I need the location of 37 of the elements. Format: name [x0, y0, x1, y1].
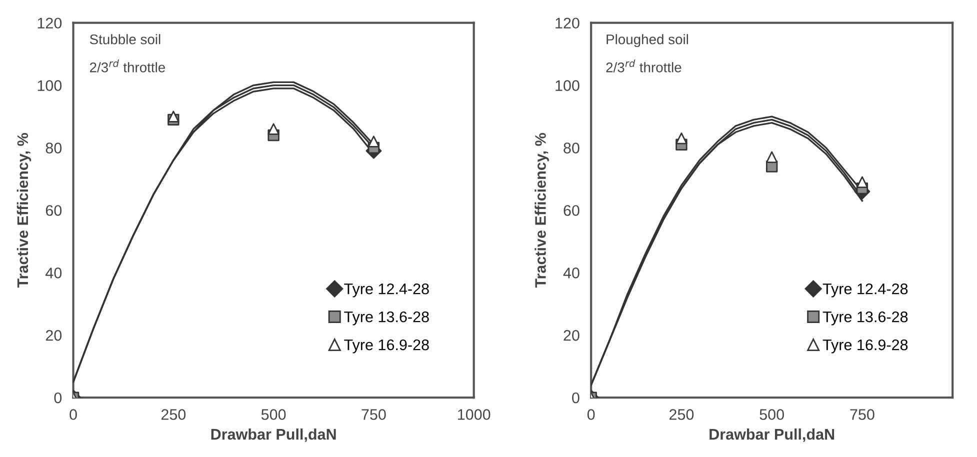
- x-tick-label: 750: [850, 409, 874, 420]
- annotation: Stubble soil: [90, 34, 160, 44]
- y-tick-label: 0: [572, 392, 580, 404]
- x-axis-title: Drawbar Pull,daN: [710, 428, 834, 442]
- y-tick-label: 20: [46, 330, 62, 341]
- annotation: Ploughed soil: [606, 34, 688, 48]
- y-tick-label: 80: [564, 142, 580, 154]
- x-tick-label: 0: [587, 409, 595, 420]
- y-tick-label: 40: [46, 268, 62, 278]
- x-tick-label: 0: [70, 409, 77, 420]
- x-tick-label: 250: [161, 409, 186, 420]
- y-tick-label: 100: [556, 80, 580, 91]
- y-tick-label: 120: [38, 18, 62, 29]
- x-tick-label: 500: [760, 409, 784, 420]
- y-tick-label: 40: [563, 268, 580, 278]
- legend-label: Tyre 16.9-28: [344, 339, 429, 354]
- legend-label: Tyre 12.4-28: [344, 283, 429, 298]
- y-tick-label: 80: [46, 142, 62, 154]
- y-axis-title: Tractive Efficiency, %: [534, 133, 549, 288]
- x-tick-label: 1000: [458, 409, 490, 420]
- y-tick-label: 20: [564, 330, 580, 341]
- legend-label: Tyre 12.4-28: [822, 283, 908, 298]
- y-tick-label: 120: [556, 18, 580, 29]
- annotation: 2/3$^{rd}$ throttle: [90, 59, 165, 72]
- y-tick-label: 60: [46, 205, 62, 216]
- y-tick-label: 0: [54, 392, 62, 404]
- x-tick-label: 250: [669, 409, 694, 420]
- y-tick-label: 60: [564, 205, 580, 216]
- legend-label: Tyre 13.6-28: [344, 311, 429, 326]
- x-axis-title: Drawbar Pull,daN: [211, 428, 336, 442]
- annotation: 2/3$^{rd}$ throttle: [606, 59, 682, 72]
- x-tick-label: 500: [261, 409, 286, 420]
- y-tick-label: 100: [38, 80, 62, 91]
- legend-label: Tyre 16.9-28: [822, 339, 908, 354]
- x-tick-label: 750: [362, 409, 386, 420]
- y-axis-title: Tractive Efficiency, %: [16, 133, 32, 288]
- legend-label: Tyre 13.6-28: [822, 311, 908, 326]
